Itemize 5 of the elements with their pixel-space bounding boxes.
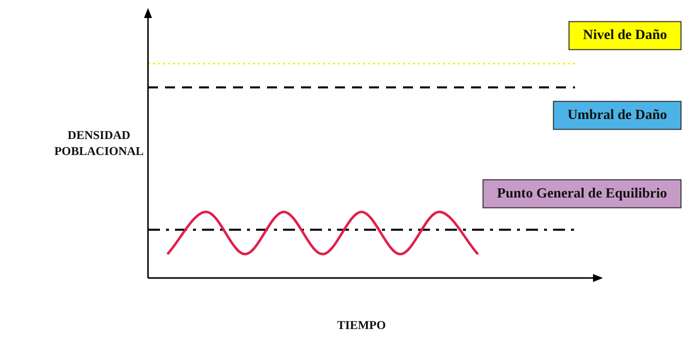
ref-line-label: Punto General de Equilibrio bbox=[497, 186, 668, 202]
ref-line-label: Umbral de Daño bbox=[567, 108, 667, 124]
ref-line-label: Nivel de Daño bbox=[583, 28, 667, 44]
x-axis-title: TIEMPO bbox=[337, 318, 386, 332]
y-axis-title: DENSIDAD POBLACIONAL bbox=[54, 128, 144, 158]
